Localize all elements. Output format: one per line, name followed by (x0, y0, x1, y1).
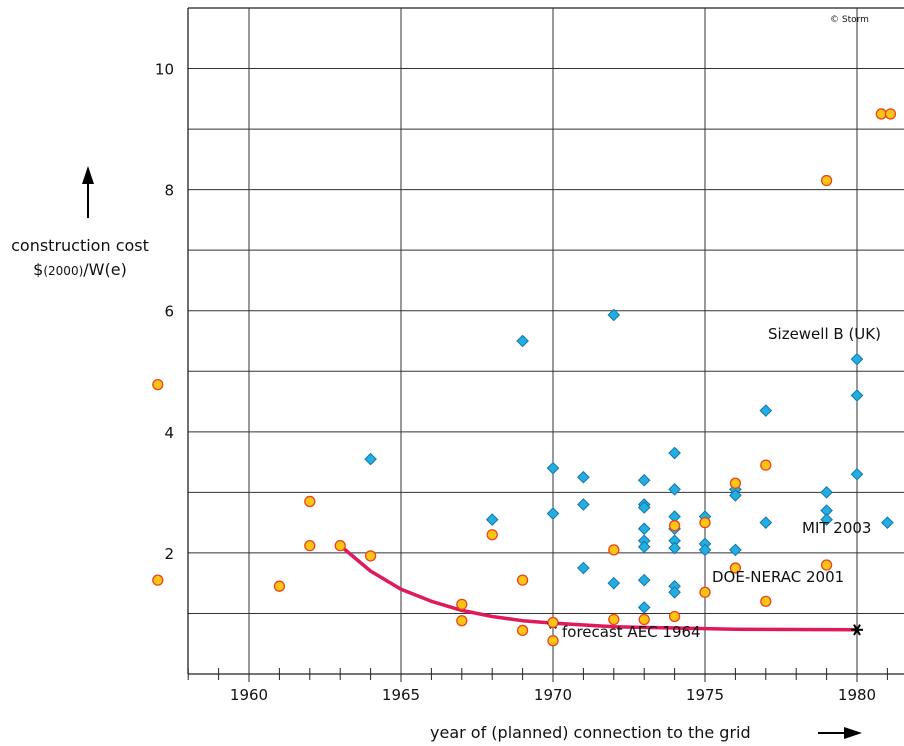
data-point-circle (456, 598, 468, 611)
data-point-diamond (850, 352, 864, 366)
data-point-circle (884, 108, 897, 120)
data-point-diamond (698, 543, 712, 557)
data-point-circle (547, 635, 559, 647)
data-point-circle (699, 586, 711, 598)
x-axis-arrow-head (844, 727, 862, 739)
data-point-circle (486, 529, 498, 541)
data-point-diamond (546, 507, 560, 520)
y-tick-label: 6 (164, 303, 174, 321)
grid-lines (188, 8, 904, 674)
y-tick-label: 4 (164, 424, 174, 442)
data-point-diamond (668, 483, 681, 496)
sizewell-label: Sizewell B (UK) (768, 325, 881, 343)
data-point-circle (516, 574, 529, 586)
data-point-diamond (668, 585, 681, 599)
forecast-star (851, 624, 863, 636)
data-point-circle (820, 559, 833, 571)
data-point-circle (152, 574, 164, 586)
data-point-diamond (577, 561, 590, 575)
data-point-circle (273, 580, 286, 592)
data-point-diamond (729, 489, 742, 502)
y-tick-label: 2 (164, 545, 174, 563)
doe-label: DOE-NERAC 2001 (712, 568, 844, 586)
x-minor-ticks (187, 668, 888, 682)
data-point-circle (820, 174, 833, 187)
y-axis-unit-suffix: /W(e) (83, 260, 127, 279)
data-point-circle (638, 613, 650, 626)
data-point-circle (608, 613, 620, 626)
data-point-diamond (485, 513, 499, 526)
forecast-label: forecast AEC 1964 (562, 623, 701, 641)
data-point-diamond (668, 541, 681, 555)
data-point-circle (668, 520, 681, 532)
data-point-diamond (729, 543, 742, 557)
data-point-diamond (820, 513, 833, 526)
data-point-circle (547, 616, 559, 629)
data-point-diamond (759, 404, 773, 417)
x-tick-label: 1960 (230, 686, 268, 704)
data-point-diamond (577, 470, 590, 484)
data-point-circle (152, 378, 164, 391)
y-tick-label: 10 (155, 61, 174, 79)
y-axis-label-line1: construction cost (11, 236, 149, 255)
y-axis-label-line2: $(2000)/W(e) (33, 260, 127, 279)
data-point-circle (456, 615, 468, 627)
y-axis-title: construction cost $(2000)/W(e) (11, 166, 149, 279)
data-point-circle (729, 562, 742, 574)
data-point-diamond (637, 573, 651, 587)
data-point-diamond (881, 516, 894, 529)
y-axis-unit-prefix: $ (33, 260, 43, 279)
data-point-diamond (364, 452, 377, 466)
data-point-diamond (607, 308, 621, 322)
data-point-diamond (516, 334, 529, 348)
copyright-note: © Storm (830, 15, 869, 25)
y-axis-unit-sub: (2000) (43, 264, 83, 278)
data-point-diamond (637, 473, 651, 487)
data-point-diamond (637, 601, 651, 614)
data-point-circle (364, 550, 377, 562)
data-point-diamond (850, 467, 864, 481)
data-points (152, 108, 897, 647)
forecast-star-stroke (853, 624, 861, 636)
x-tick-label: 1980 (838, 686, 876, 704)
data-point-circle (760, 459, 772, 471)
data-point-circle (608, 544, 620, 556)
data-point-diamond (637, 522, 651, 535)
data-point-circle (760, 595, 772, 607)
y-axis-arrow-head (82, 166, 94, 184)
x-tick-labels: 196019651970197519801985199019952000 (230, 686, 876, 704)
data-point-diamond (850, 389, 864, 402)
data-point-circle (304, 495, 316, 508)
data-point-diamond (637, 501, 651, 514)
x-axis-label: year of (planned) connection to the grid (430, 723, 751, 742)
data-point-circle (668, 610, 681, 623)
data-point-diamond (637, 540, 651, 554)
data-point-diamond (546, 461, 560, 475)
data-point-diamond (759, 516, 773, 529)
data-point-circle (334, 539, 346, 552)
data-point-circle (699, 516, 711, 529)
data-point-diamond (820, 486, 833, 499)
data-point-circle (729, 477, 742, 489)
x-tick-label: 1965 (382, 686, 420, 704)
mit-label: MIT 2003 (802, 519, 871, 537)
data-point-diamond (668, 446, 681, 460)
data-point-diamond (577, 498, 590, 511)
x-tick-label: 1970 (534, 686, 572, 704)
data-point-circle (304, 539, 316, 552)
forecast-curve (338, 543, 859, 632)
x-tick-label: 1975 (686, 686, 724, 704)
data-point-circle (516, 624, 529, 637)
y-tick-label: 8 (164, 182, 174, 200)
y-tick-labels: 2 4 6 8 10 (155, 61, 174, 563)
forecast-group (338, 543, 863, 636)
x-axis-title: year of (planned) connection to the grid (430, 723, 862, 742)
data-point-diamond (607, 576, 621, 590)
